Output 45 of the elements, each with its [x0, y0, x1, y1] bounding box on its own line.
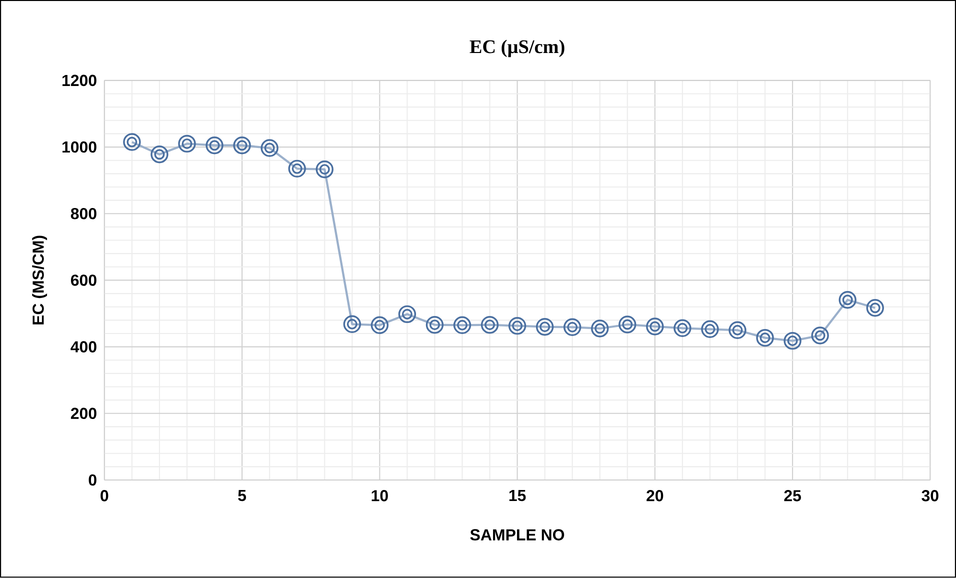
point: [563, 318, 582, 336]
point: [618, 316, 636, 334]
x-tick-label: 0: [100, 490, 108, 502]
point: [866, 299, 884, 317]
x-axis-title: SAMPLE NO: [470, 529, 564, 541]
point: [260, 139, 278, 158]
x-tick-label: 15: [509, 490, 526, 502]
point: [453, 316, 472, 334]
point: [480, 316, 499, 334]
point: [343, 315, 361, 334]
point: [674, 319, 692, 338]
point: [536, 318, 554, 336]
point: [728, 321, 746, 340]
y-axis-title: EC (MS/CM): [32, 236, 48, 325]
y-tick-label: 200: [70, 408, 96, 420]
point: [150, 146, 168, 164]
y-tick-label: 600: [70, 274, 96, 286]
point: [123, 133, 141, 152]
point: [370, 316, 389, 334]
point: [646, 318, 664, 336]
y-tick-label: 800: [70, 208, 96, 220]
x-tick-label: 25: [784, 490, 801, 502]
point: [756, 329, 774, 347]
point: [426, 316, 444, 334]
point: [178, 134, 196, 153]
point: [701, 320, 719, 338]
y-tick-label: 1200: [62, 74, 96, 86]
point: [398, 305, 416, 324]
point: [838, 291, 856, 309]
y-tick-label: 1000: [62, 142, 96, 153]
point: [811, 326, 829, 344]
y-tick-label: 0: [88, 474, 96, 486]
chart-title: EC (µS/cm): [470, 40, 564, 58]
y-tick-label: 400: [70, 341, 96, 353]
x-tick-label: 10: [372, 490, 388, 502]
point: [508, 317, 526, 335]
point: [288, 160, 306, 178]
point: [316, 160, 334, 178]
point: [206, 136, 224, 154]
x-tick-label: 30: [922, 490, 938, 502]
point: [591, 320, 609, 338]
point: [233, 136, 251, 154]
point: [784, 332, 802, 350]
x-tick-label: 20: [646, 490, 664, 502]
x-tick-label: 5: [238, 490, 246, 502]
